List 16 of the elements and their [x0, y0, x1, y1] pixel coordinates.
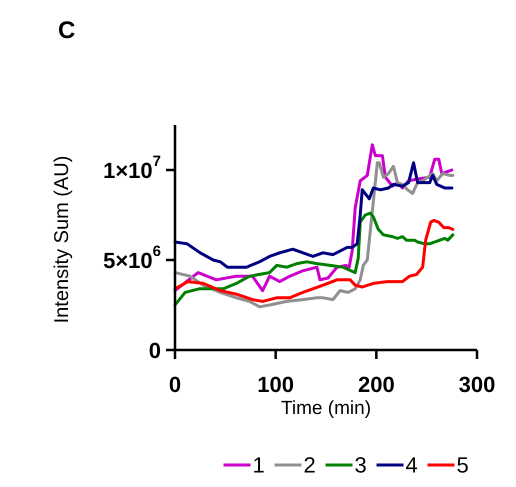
legend-label: 1	[252, 452, 265, 478]
x-tick-label: 200	[358, 372, 395, 397]
y-axis-title: Intensity Sum (AU)	[51, 156, 73, 324]
x-tick-label: 100	[257, 372, 294, 397]
x-tick-label: 0	[168, 372, 182, 397]
legend-label: 5	[456, 452, 469, 478]
line-series	[174, 161, 454, 269]
legend-label: 4	[406, 452, 418, 478]
legend-label: 3	[354, 452, 367, 478]
x-axis-title: Time (min)	[280, 398, 372, 419]
y-tick-label: 1×10$^{7}$	[103, 153, 161, 182]
y-tick-label: 5×10$^{6}$	[103, 243, 161, 272]
y-tick-label: 0	[148, 338, 161, 362]
legend-label: 2	[304, 452, 316, 478]
chart-title: C	[58, 17, 76, 44]
x-tick-label: 300	[458, 372, 496, 397]
